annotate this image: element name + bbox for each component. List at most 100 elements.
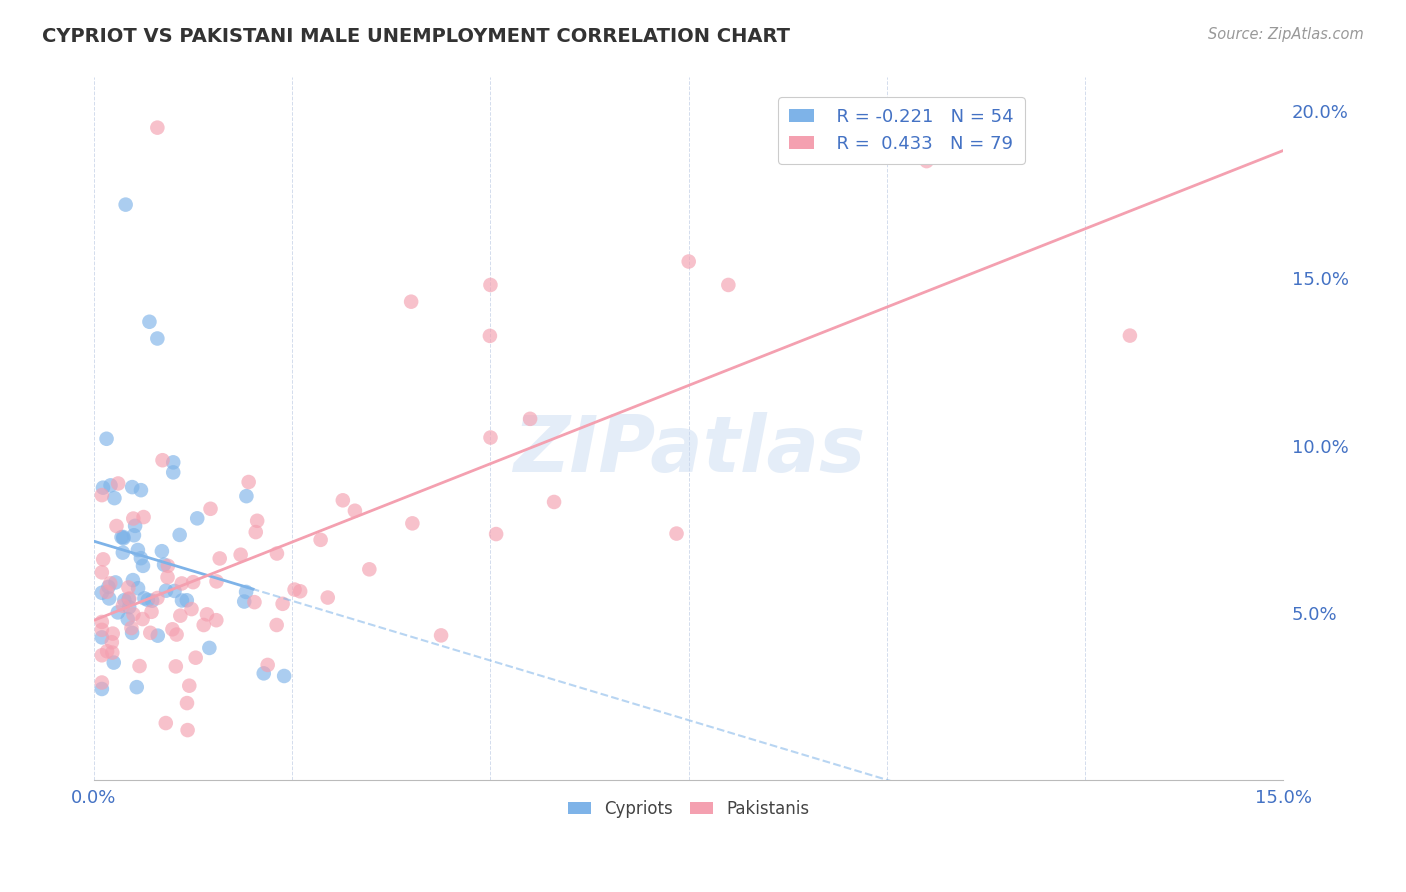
Point bbox=[139, 625, 162, 640]
Point bbox=[245, 525, 267, 540]
Point bbox=[915, 154, 938, 169]
Point bbox=[90, 675, 112, 690]
Point bbox=[181, 575, 204, 590]
Point bbox=[122, 607, 145, 622]
Point bbox=[401, 516, 423, 531]
Point bbox=[141, 605, 163, 619]
Point bbox=[112, 593, 135, 607]
Point bbox=[233, 594, 256, 608]
Point bbox=[112, 530, 135, 544]
Point bbox=[117, 581, 139, 595]
Point bbox=[101, 626, 124, 640]
Point bbox=[105, 519, 128, 533]
Point bbox=[271, 597, 294, 611]
Point bbox=[146, 120, 169, 135]
Point bbox=[176, 723, 198, 737]
Point bbox=[146, 629, 169, 643]
Legend: Cypriots, Pakistanis: Cypriots, Pakistanis bbox=[561, 793, 817, 825]
Point bbox=[273, 669, 295, 683]
Point bbox=[205, 574, 228, 589]
Point bbox=[146, 331, 169, 345]
Point bbox=[665, 526, 688, 541]
Point bbox=[150, 544, 173, 558]
Point bbox=[246, 514, 269, 528]
Point bbox=[91, 481, 114, 495]
Point bbox=[288, 584, 311, 599]
Point bbox=[156, 570, 179, 584]
Point bbox=[169, 528, 191, 542]
Point bbox=[90, 623, 112, 637]
Point bbox=[519, 412, 541, 426]
Point bbox=[399, 294, 422, 309]
Point bbox=[122, 511, 145, 525]
Point bbox=[479, 277, 502, 292]
Point bbox=[170, 593, 193, 607]
Point bbox=[176, 696, 198, 710]
Point bbox=[96, 584, 118, 599]
Point bbox=[118, 592, 141, 607]
Point bbox=[332, 493, 354, 508]
Point bbox=[138, 315, 160, 329]
Point bbox=[127, 543, 149, 558]
Point bbox=[111, 546, 134, 560]
Point bbox=[129, 551, 152, 566]
Point bbox=[479, 431, 502, 445]
Point bbox=[98, 591, 121, 606]
Point bbox=[205, 613, 228, 627]
Point bbox=[155, 716, 177, 731]
Point bbox=[101, 635, 124, 649]
Point bbox=[127, 581, 149, 595]
Point bbox=[112, 532, 135, 546]
Point bbox=[153, 558, 176, 572]
Point bbox=[90, 615, 112, 629]
Point bbox=[96, 644, 118, 658]
Point bbox=[117, 612, 139, 626]
Point bbox=[100, 478, 122, 492]
Point bbox=[111, 599, 134, 613]
Point bbox=[121, 480, 143, 494]
Point bbox=[155, 583, 177, 598]
Point bbox=[91, 552, 114, 566]
Point bbox=[156, 558, 179, 573]
Point bbox=[430, 628, 453, 642]
Text: Source: ZipAtlas.com: Source: ZipAtlas.com bbox=[1208, 27, 1364, 42]
Point bbox=[253, 666, 276, 681]
Point bbox=[198, 640, 221, 655]
Point bbox=[152, 453, 174, 467]
Point bbox=[104, 575, 127, 590]
Point bbox=[485, 527, 508, 541]
Point bbox=[266, 618, 288, 632]
Point bbox=[124, 519, 146, 533]
Point bbox=[90, 648, 112, 663]
Point bbox=[118, 591, 141, 606]
Point bbox=[90, 586, 112, 600]
Point bbox=[162, 455, 184, 469]
Point bbox=[128, 659, 150, 673]
Point bbox=[208, 551, 231, 566]
Point bbox=[238, 475, 260, 489]
Point bbox=[543, 495, 565, 509]
Point bbox=[478, 329, 501, 343]
Point bbox=[184, 650, 207, 665]
Point bbox=[176, 593, 198, 607]
Point bbox=[162, 466, 184, 480]
Point bbox=[284, 582, 307, 597]
Point bbox=[186, 511, 208, 525]
Point bbox=[134, 591, 156, 606]
Point bbox=[162, 622, 184, 636]
Point bbox=[266, 547, 288, 561]
Text: CYPRIOT VS PAKISTANI MALE UNEMPLOYMENT CORRELATION CHART: CYPRIOT VS PAKISTANI MALE UNEMPLOYMENT C… bbox=[42, 27, 790, 45]
Point bbox=[243, 595, 266, 609]
Point bbox=[1119, 328, 1142, 343]
Point bbox=[343, 504, 366, 518]
Point bbox=[359, 562, 381, 576]
Point bbox=[163, 584, 186, 599]
Point bbox=[118, 600, 141, 615]
Point bbox=[129, 483, 152, 498]
Text: ZIPatlas: ZIPatlas bbox=[513, 412, 865, 488]
Point bbox=[132, 510, 155, 524]
Point bbox=[125, 680, 148, 694]
Point bbox=[146, 591, 169, 605]
Point bbox=[678, 254, 700, 268]
Point bbox=[179, 679, 201, 693]
